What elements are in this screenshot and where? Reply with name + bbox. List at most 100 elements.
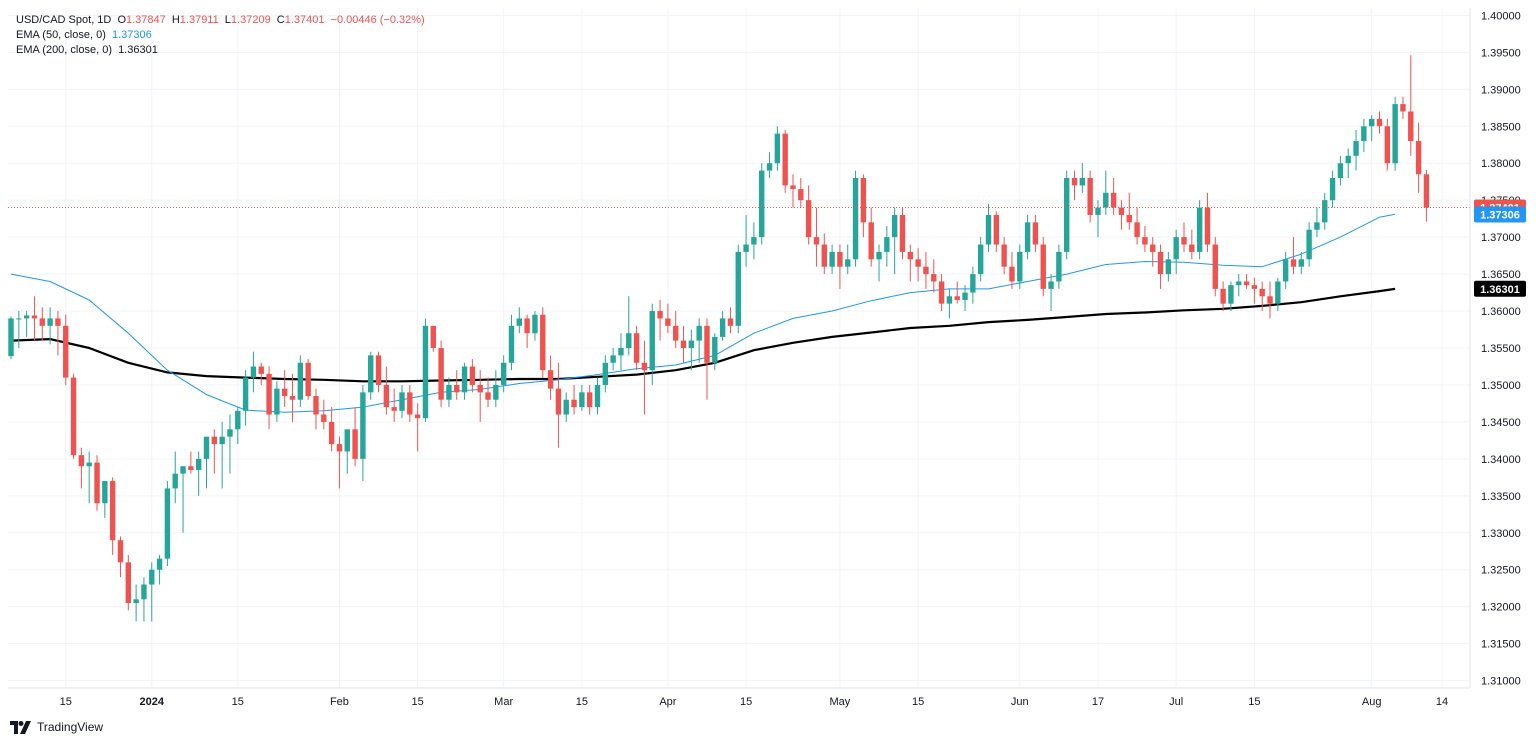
candle-body-down[interactable] bbox=[1408, 111, 1414, 142]
candle-body-up[interactable] bbox=[1314, 222, 1320, 230]
candle-body-down[interactable] bbox=[1400, 104, 1406, 112]
candle-body-down[interactable] bbox=[1259, 288, 1265, 297]
candle-body-up[interactable] bbox=[712, 336, 718, 363]
candle-body-down[interactable] bbox=[1126, 214, 1132, 223]
candle-body-down[interactable] bbox=[821, 244, 827, 267]
candle-body-down[interactable] bbox=[383, 384, 390, 408]
candle-body-down[interactable] bbox=[39, 318, 45, 326]
candle-body-down[interactable] bbox=[78, 455, 85, 467]
candle-body-up[interactable] bbox=[1236, 281, 1242, 286]
candle-body-down[interactable] bbox=[352, 429, 358, 459]
candle-body-up[interactable] bbox=[227, 429, 233, 437]
candle-body-down[interactable] bbox=[70, 377, 77, 456]
candle-body-down[interactable] bbox=[680, 340, 687, 348]
candle-body-down[interactable] bbox=[1118, 207, 1125, 215]
candle-body-down[interactable] bbox=[540, 314, 546, 371]
candle-body-up[interactable] bbox=[829, 251, 835, 267]
candle-body-up[interactable] bbox=[500, 362, 507, 385]
candle-body-down[interactable] bbox=[899, 214, 906, 252]
candle-body-down[interactable] bbox=[328, 421, 335, 445]
candle-body-up[interactable] bbox=[1353, 141, 1359, 156]
candle-body-down[interactable] bbox=[282, 388, 288, 397]
candle-body-up[interactable] bbox=[1024, 222, 1031, 252]
candle-body-down[interactable] bbox=[1251, 285, 1258, 289]
candle-body-up[interactable] bbox=[399, 392, 405, 411]
candle-body-up[interactable] bbox=[626, 333, 632, 348]
candle-body-up[interactable] bbox=[1275, 281, 1281, 304]
candle-body-up[interactable] bbox=[1095, 207, 1101, 215]
candle-body-up[interactable] bbox=[1048, 281, 1054, 289]
candle-body-up[interactable] bbox=[461, 366, 468, 393]
candle-body-up[interactable] bbox=[1017, 251, 1023, 282]
candle-body-up[interactable] bbox=[164, 488, 171, 559]
candle-body-down[interactable] bbox=[665, 318, 671, 326]
candle-body-up[interactable] bbox=[602, 362, 609, 385]
candle-body-down[interactable] bbox=[586, 392, 593, 408]
candle-body-up[interactable] bbox=[422, 325, 429, 419]
candle-body-down[interactable] bbox=[477, 384, 483, 393]
legend-ema200-row[interactable]: EMA (200, close, 0) 1.36301 bbox=[16, 43, 425, 58]
candle-body-down[interactable] bbox=[430, 325, 436, 348]
candle-body-down[interactable] bbox=[1189, 244, 1195, 252]
candle-body-up[interactable] bbox=[532, 314, 538, 334]
candle-body-down[interactable] bbox=[469, 366, 476, 385]
candle-body-down[interactable] bbox=[704, 325, 710, 363]
candle-body-up[interactable] bbox=[970, 274, 976, 293]
candle-body-up[interactable] bbox=[610, 355, 616, 363]
candle-body-down[interactable] bbox=[813, 237, 820, 245]
candle-body-down[interactable] bbox=[1243, 281, 1250, 286]
candle-body-down[interactable] bbox=[923, 266, 929, 275]
candle-body-up[interactable] bbox=[368, 355, 374, 393]
candle-body-down[interactable] bbox=[289, 396, 296, 400]
candle-body-up[interactable] bbox=[594, 384, 601, 408]
candle-body-down[interactable] bbox=[1415, 141, 1422, 175]
candle-body-up[interactable] bbox=[360, 392, 366, 459]
candle-body-down[interactable] bbox=[94, 462, 100, 504]
candle-body-down[interactable] bbox=[798, 189, 804, 201]
candle-body-down[interactable] bbox=[109, 481, 116, 541]
candle-body-up[interactable] bbox=[766, 163, 773, 171]
candle-body-down[interactable] bbox=[188, 466, 194, 470]
candle-body-up[interactable] bbox=[86, 462, 92, 467]
candle-body-down[interactable] bbox=[931, 274, 937, 282]
candle-body-down[interactable] bbox=[266, 373, 272, 415]
candle-body-down[interactable] bbox=[454, 384, 460, 393]
candle-body-up[interactable] bbox=[8, 318, 14, 357]
candle-body-up[interactable] bbox=[1079, 178, 1086, 186]
candle-body-up[interactable] bbox=[102, 481, 108, 504]
candle-body-down[interactable] bbox=[1376, 118, 1383, 127]
candle-body-up[interactable] bbox=[876, 251, 882, 260]
candle-body-up[interactable] bbox=[250, 366, 257, 378]
candle-body-down[interactable] bbox=[1423, 174, 1430, 208]
candle-body-up[interactable] bbox=[1064, 178, 1070, 252]
candle-body-down[interactable] bbox=[837, 251, 843, 267]
candle-body-up[interactable] bbox=[297, 362, 304, 400]
time-axis[interactable]: 15 2024 15 Feb 15 Mar 15 Apr 15 May 15 Jun 17 Jul 15 Au… bbox=[8, 687, 1470, 708]
candle-body-down[interactable] bbox=[305, 362, 311, 397]
candle-body-up[interactable] bbox=[23, 315, 30, 319]
candle-body-up[interactable] bbox=[493, 384, 499, 400]
candle-body-up[interactable] bbox=[985, 214, 992, 245]
candle-body-up[interactable] bbox=[156, 558, 163, 570]
candle-body-up[interactable] bbox=[1228, 285, 1234, 304]
candle-body-down[interactable] bbox=[414, 414, 421, 419]
candle-body-up[interactable] bbox=[219, 436, 225, 445]
candle-body-up[interactable] bbox=[149, 569, 155, 585]
candle-body-up[interactable] bbox=[141, 584, 147, 600]
candle-body-down[interactable] bbox=[1032, 222, 1039, 245]
candle-body-down[interactable] bbox=[1001, 244, 1007, 267]
candle-body-up[interactable] bbox=[1392, 104, 1398, 164]
candle-body-up[interactable] bbox=[946, 296, 953, 304]
candle-body-down[interactable] bbox=[1220, 288, 1226, 304]
candle-body-down[interactable] bbox=[993, 214, 1000, 245]
candle-body-up[interactable] bbox=[1322, 200, 1328, 223]
candle-body-up[interactable] bbox=[774, 133, 781, 164]
candle-body-up[interactable] bbox=[759, 170, 765, 238]
candle-body-down[interactable] bbox=[321, 414, 327, 422]
candle-body-up[interactable] bbox=[446, 384, 452, 400]
candle-body-down[interactable] bbox=[1384, 126, 1391, 164]
candle-body-down[interactable] bbox=[438, 348, 444, 400]
candle-body-down[interactable] bbox=[1009, 266, 1015, 282]
candle-body-up[interactable] bbox=[852, 178, 859, 260]
candle-body-up[interactable] bbox=[891, 214, 898, 238]
